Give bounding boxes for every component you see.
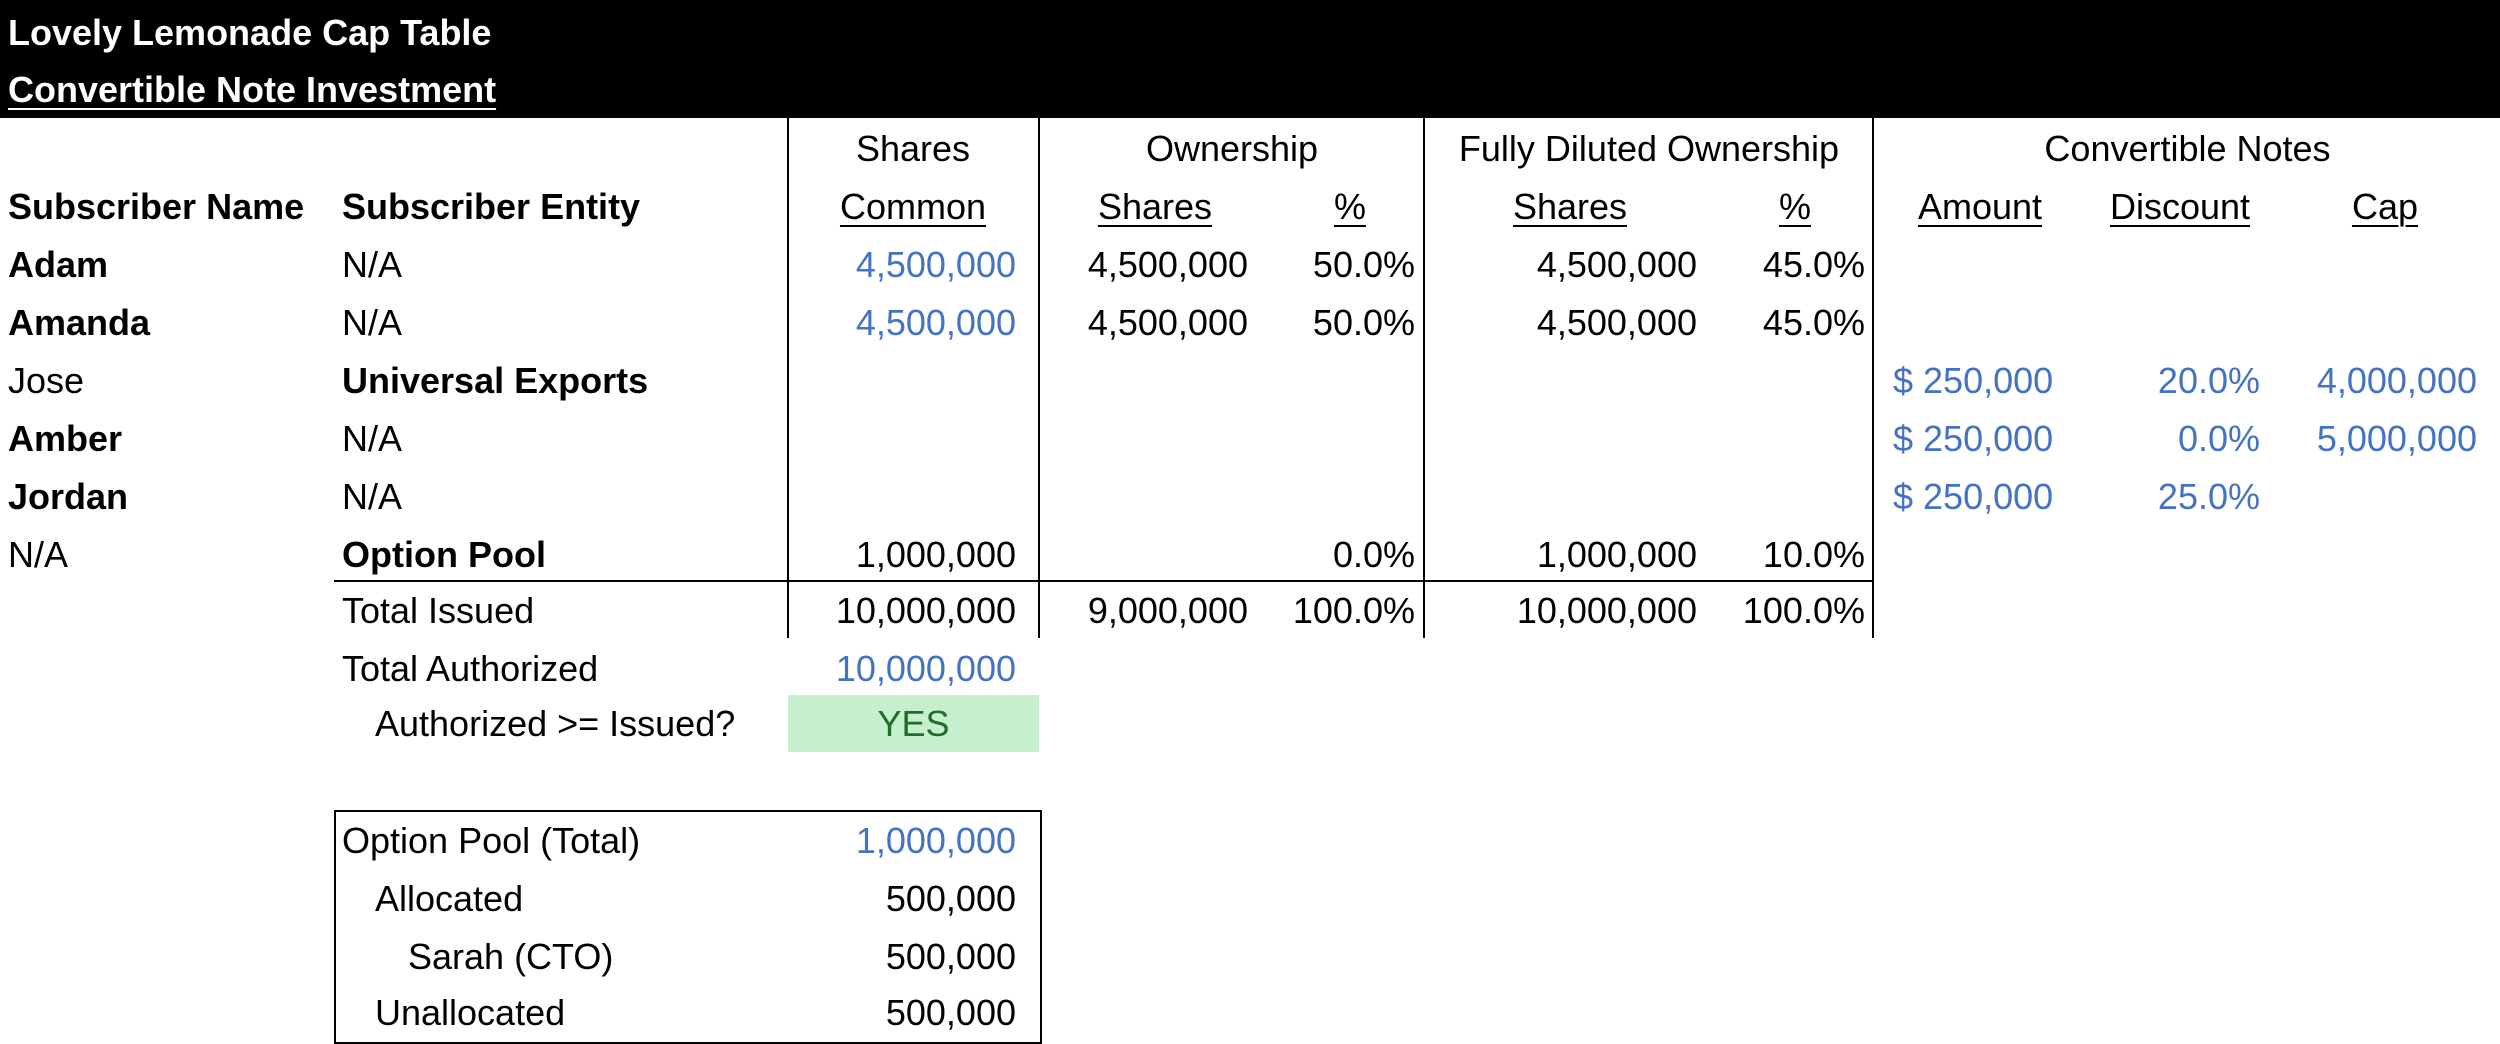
row-note-discount[interactable]: 25.0% — [2157, 476, 2260, 517]
total-issued-own-shares: 9,000,000 — [1087, 590, 1248, 631]
total-issued-fd-shares: 10,000,000 — [1516, 590, 1697, 631]
row-note-amount[interactable]: $ 250,000 — [1893, 360, 2054, 401]
total-issued-fd-pct: 100.0% — [1742, 590, 1865, 631]
row-fd-pct: 45.0% — [1762, 244, 1865, 285]
total-issued-own-pct: 100.0% — [1292, 590, 1415, 631]
row-name: Jordan — [8, 476, 129, 517]
option-pool-unallocated-value: 500,000 — [885, 992, 1016, 1033]
col-header-fd-pct: % — [1778, 186, 1811, 227]
group-header-fully-diluted: Fully Diluted Ownership — [1458, 128, 1840, 169]
option-pool-unallocated-label: Unallocated — [375, 992, 566, 1033]
group-header-ownership: Ownership — [1145, 128, 1319, 169]
option-pool-sarah-value: 500,000 — [885, 936, 1016, 977]
row-note-amount[interactable]: $ 250,000 — [1893, 418, 2054, 459]
group-header-shares: Shares — [855, 128, 971, 169]
column-divider — [1423, 118, 1425, 638]
row-entity: Option Pool — [342, 534, 546, 575]
total-issued-common: 10,000,000 — [835, 590, 1016, 631]
col-header-subscriber-entity: Subscriber Entity — [342, 186, 641, 227]
authorized-check-value: YES — [877, 703, 950, 744]
row-entity: N/A — [342, 244, 403, 285]
total-authorized-value[interactable]: 10,000,000 — [835, 648, 1016, 689]
row-entity: Universal Exports — [342, 360, 649, 401]
row-note-discount[interactable]: 0.0% — [2177, 418, 2260, 459]
col-header-subscriber-name: Subscriber Name — [8, 186, 305, 227]
option-pool-total-value[interactable]: 1,000,000 — [855, 820, 1016, 861]
sheet-subtitle: Convertible Note Investment — [8, 69, 497, 110]
row-note-discount[interactable]: 20.0% — [2157, 360, 2260, 401]
row-entity: N/A — [342, 476, 403, 517]
row-common-shares: 1,000,000 — [855, 534, 1016, 575]
col-header-cap: Cap — [2351, 186, 2419, 227]
row-common-shares[interactable]: 4,500,000 — [855, 244, 1016, 285]
row-note-cap[interactable]: 4,000,000 — [2316, 360, 2477, 401]
col-header-common: Common — [839, 186, 987, 227]
row-ownership-pct: 0.0% — [1332, 534, 1415, 575]
total-authorized-label: Total Authorized — [342, 648, 599, 689]
column-divider — [1038, 118, 1040, 638]
row-ownership-pct: 50.0% — [1312, 302, 1415, 343]
col-header-fd-shares: Shares — [1512, 186, 1628, 227]
row-common-shares[interactable]: 4,500,000 — [855, 302, 1016, 343]
col-header-discount: Discount — [2109, 186, 2251, 227]
option-pool-sarah-label: Sarah (CTO) — [408, 936, 614, 977]
row-ownership-shares: 4,500,000 — [1087, 244, 1248, 285]
row-entity: N/A — [342, 302, 403, 343]
option-pool-allocated-label: Allocated — [375, 878, 524, 919]
row-fd-pct: 45.0% — [1762, 302, 1865, 343]
sheet-title: Lovely Lemonade Cap Table — [8, 12, 492, 53]
row-name: Jose — [8, 360, 85, 401]
total-issued-label: Total Issued — [342, 590, 535, 631]
row-note-cap[interactable]: 5,000,000 — [2316, 418, 2477, 459]
column-divider — [1872, 118, 1874, 638]
row-entity: N/A — [342, 418, 403, 459]
col-header-own-pct: % — [1333, 186, 1366, 227]
row-name: Adam — [8, 244, 109, 285]
row-ownership-shares: 4,500,000 — [1087, 302, 1248, 343]
title-banner — [0, 0, 2500, 118]
row-name: Amanda — [8, 302, 151, 343]
group-header-convertible-notes: Convertible Notes — [2044, 128, 2331, 169]
row-fd-shares: 4,500,000 — [1536, 302, 1697, 343]
row-fd-shares: 1,000,000 — [1536, 534, 1697, 575]
totals-divider — [334, 580, 1874, 582]
row-name: Amber — [8, 418, 123, 459]
row-fd-shares: 4,500,000 — [1536, 244, 1697, 285]
row-fd-pct: 10.0% — [1762, 534, 1865, 575]
row-name: N/A — [8, 534, 69, 575]
col-header-own-shares: Shares — [1097, 186, 1213, 227]
row-ownership-pct: 50.0% — [1312, 244, 1415, 285]
col-header-amount: Amount — [1917, 186, 2043, 227]
option-pool-allocated-value: 500,000 — [885, 878, 1016, 919]
column-divider — [787, 118, 789, 638]
row-note-amount[interactable]: $ 250,000 — [1893, 476, 2054, 517]
authorized-check-label: Authorized >= Issued? — [375, 703, 736, 744]
option-pool-total-label: Option Pool (Total) — [342, 820, 641, 861]
authorized-check-cell — [788, 695, 1039, 752]
